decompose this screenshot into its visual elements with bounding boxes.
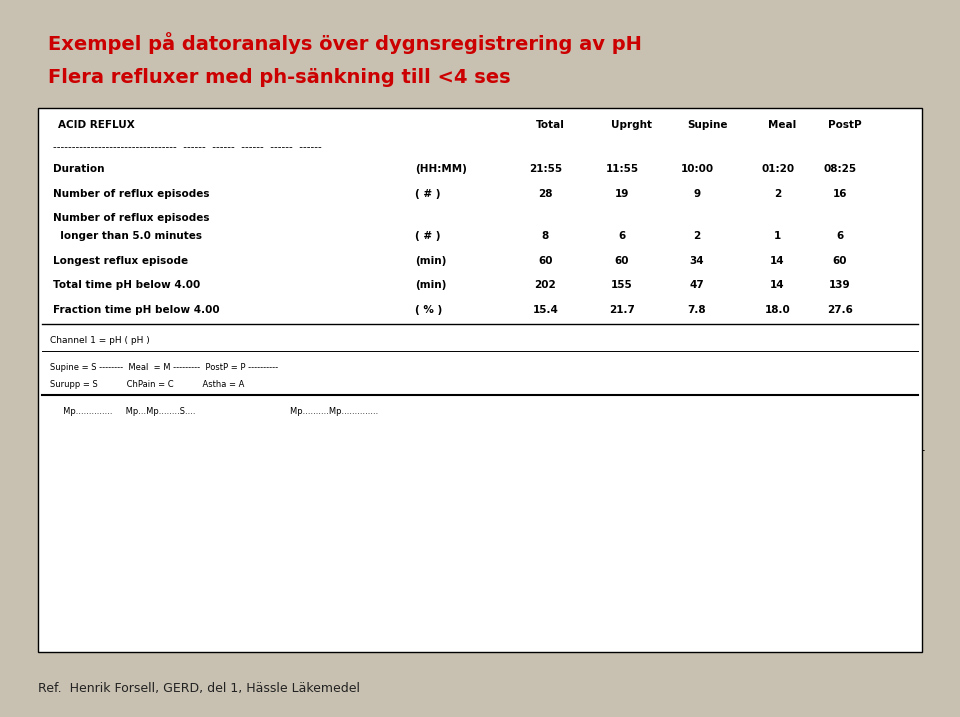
Text: Uprght: Uprght xyxy=(611,120,652,130)
Text: Supine: Supine xyxy=(687,120,728,130)
Text: Total: Total xyxy=(536,120,564,130)
Text: (min): (min) xyxy=(415,280,446,290)
Text: PostP: PostP xyxy=(828,120,862,130)
Text: Surupp = S           ChPain = C           Astha = A: Surupp = S ChPain = C Astha = A xyxy=(50,380,244,389)
Text: 202: 202 xyxy=(535,280,556,290)
Text: Ref.  Henrik Forsell, GERD, del 1, Hässle Läkemedel: Ref. Henrik Forsell, GERD, del 1, Hässle… xyxy=(38,683,360,695)
Text: 6: 6 xyxy=(618,232,626,242)
Text: 60: 60 xyxy=(614,256,630,266)
Text: 139: 139 xyxy=(829,280,851,290)
Text: Channel 1 = pH ( pH ): Channel 1 = pH ( pH ) xyxy=(50,336,150,345)
Text: 60: 60 xyxy=(832,256,848,266)
Text: 2: 2 xyxy=(774,189,781,199)
Text: 01:20: 01:20 xyxy=(761,164,794,174)
Text: 11:55: 11:55 xyxy=(606,164,638,174)
Text: ( # ): ( # ) xyxy=(415,232,441,242)
Text: (min): (min) xyxy=(415,256,446,266)
Text: ACID REFLUX: ACID REFLUX xyxy=(58,120,134,130)
Text: 14: 14 xyxy=(770,280,785,290)
Text: 47: 47 xyxy=(689,280,705,290)
Text: Flera refluxer med ph-sänkning till <4 ses: Flera refluxer med ph-sänkning till <4 s… xyxy=(48,68,511,87)
Text: Number of reflux episodes: Number of reflux episodes xyxy=(53,213,209,223)
Text: 18.0: 18.0 xyxy=(765,305,790,315)
Text: 19: 19 xyxy=(615,189,629,199)
Text: Number of reflux episodes: Number of reflux episodes xyxy=(53,189,209,199)
Text: 10:00: 10:00 xyxy=(681,164,713,174)
Text: 28: 28 xyxy=(538,189,553,199)
Text: Duration: Duration xyxy=(53,164,105,174)
Text: 16: 16 xyxy=(832,189,848,199)
Text: Fraction time pH below 4.00: Fraction time pH below 4.00 xyxy=(53,305,220,315)
Text: ---------------------------------  ------  ------  ------  ------  ------: --------------------------------- ------… xyxy=(53,142,322,152)
Text: Supine = S --------  Meal  = M ---------  PostP = P ----------: Supine = S -------- Meal = M --------- P… xyxy=(50,363,278,372)
Text: 60: 60 xyxy=(538,256,553,266)
Text: (HH:MM): (HH:MM) xyxy=(415,164,467,174)
Text: 2: 2 xyxy=(693,232,701,242)
Text: 15.4: 15.4 xyxy=(533,305,558,315)
Text: Mp..............     Mp...Mp........S....                                    Mp.: Mp.............. Mp...Mp........S.... Mp… xyxy=(50,407,378,416)
Text: Meal: Meal xyxy=(768,120,796,130)
Text: 21:55: 21:55 xyxy=(529,164,562,174)
Text: 08:25: 08:25 xyxy=(824,164,856,174)
Text: 8: 8 xyxy=(541,232,549,242)
Text: 6: 6 xyxy=(836,232,844,242)
Text: 27.6: 27.6 xyxy=(828,305,852,315)
Text: 1: 1 xyxy=(774,232,781,242)
Text: Longest reflux episode: Longest reflux episode xyxy=(53,256,188,266)
Text: ( % ): ( % ) xyxy=(415,305,442,315)
Text: longer than 5.0 minutes: longer than 5.0 minutes xyxy=(53,232,202,242)
Text: 7.8: 7.8 xyxy=(687,305,707,315)
Text: 34: 34 xyxy=(689,256,705,266)
Text: 155: 155 xyxy=(612,280,633,290)
Text: 9: 9 xyxy=(693,189,701,199)
Text: 14: 14 xyxy=(770,256,785,266)
Text: ( # ): ( # ) xyxy=(415,189,441,199)
Text: 21.7: 21.7 xyxy=(610,305,635,315)
Text: Total time pH below 4.00: Total time pH below 4.00 xyxy=(53,280,200,290)
Text: Exempel på datoranalys över dygnsregistrering av pH: Exempel på datoranalys över dygnsregistr… xyxy=(48,32,642,54)
